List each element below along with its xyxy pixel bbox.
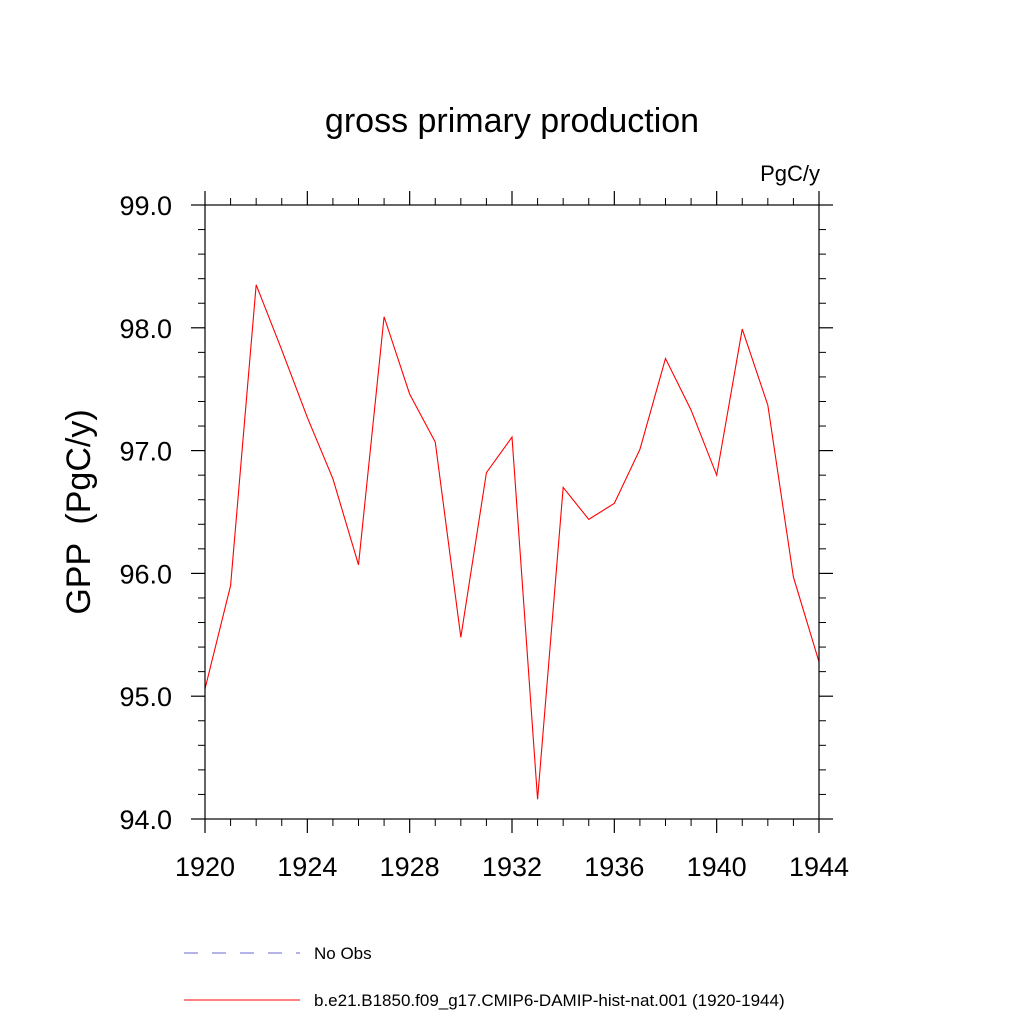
y-tick-label: 94.0 (119, 805, 172, 835)
x-tick-label: 1920 (175, 852, 235, 882)
legend-label-no-obs: No Obs (314, 944, 372, 963)
chart-title: gross primary production (325, 102, 699, 140)
series-layer (204, 284, 820, 800)
units-label: PgC/y (760, 161, 820, 186)
y-axis-label: GPP (PgC/y) (60, 409, 98, 614)
data-point (281, 349, 283, 351)
data-point (511, 436, 513, 438)
x-tick-label: 1932 (482, 852, 542, 882)
data-point (639, 448, 641, 450)
data-point (664, 357, 666, 359)
x-tick-label: 1940 (687, 852, 747, 882)
data-point (408, 393, 410, 395)
y-tick-label: 97.0 (119, 437, 172, 467)
legend-label-model: b.e21.B1850.f09_g17.CMIP6-DAMIP-hist-nat… (314, 991, 785, 1010)
y-tick-label: 95.0 (119, 682, 172, 712)
y-tick-label: 99.0 (119, 191, 172, 221)
data-point (741, 328, 743, 330)
data-point (434, 441, 436, 443)
x-tick-label: 1936 (584, 852, 644, 882)
x-tick-label: 1924 (277, 852, 337, 882)
data-point (792, 576, 794, 578)
data-point (383, 316, 385, 318)
y-tick-label: 98.0 (119, 314, 172, 344)
data-point (460, 636, 462, 638)
data-point (562, 486, 564, 488)
data-point (357, 564, 359, 566)
x-tick-label: 1928 (380, 852, 440, 882)
data-point (536, 798, 538, 800)
data-point (255, 284, 257, 286)
data-point (613, 502, 615, 504)
data-point (332, 478, 334, 480)
plot-frame (204, 204, 820, 820)
y-tick-label: 96.0 (119, 559, 172, 589)
data-point (715, 474, 717, 476)
data-point (485, 472, 487, 474)
data-point (588, 518, 590, 520)
data-point (306, 416, 308, 418)
data-point (229, 584, 231, 586)
data-point (690, 409, 692, 411)
axes: 1920 1924 1928 1932 1936 1940 1944 94.0 95.0 96.0… (119, 191, 849, 882)
series-line-0 (204, 284, 820, 800)
data-point (767, 404, 769, 406)
x-tick-label: 1944 (789, 852, 849, 882)
legend: No Obs b.e21.B1850.f09_g17.CMIP6-DAMIP-h… (184, 944, 785, 1010)
